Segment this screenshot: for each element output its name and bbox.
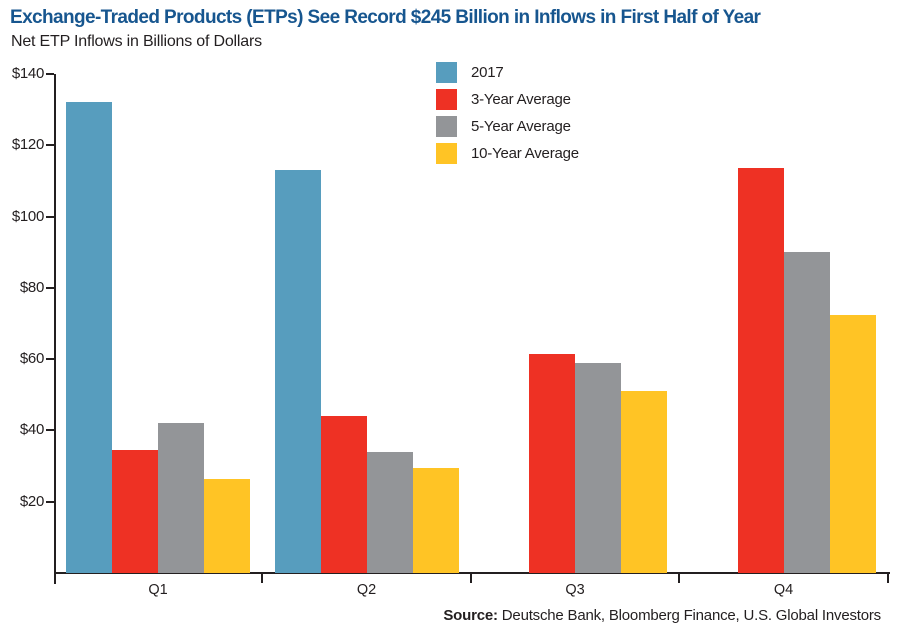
bar-q1-3-year-average — [112, 450, 158, 573]
bar-q4-3-year-average — [738, 168, 784, 573]
bar-q4-10-year-average — [830, 314, 876, 573]
y-axis-tick — [46, 144, 54, 147]
bar-q2-10-year-average — [413, 467, 459, 573]
bar-q3-5-year-average — [575, 362, 621, 573]
legend-item: 10-Year Average — [436, 143, 579, 164]
bar-q1-10-year-average — [204, 478, 250, 573]
chart-subtitle: Net ETP Inflows in Billions of Dollars — [11, 33, 262, 50]
bar-q1-2017 — [66, 102, 112, 573]
legend: 2017 3-Year Average 5-Year Average 10-Year … — [436, 62, 579, 170]
x-axis-tick — [678, 574, 680, 583]
legend-swatch-icon — [436, 62, 457, 83]
y-axis-line — [54, 73, 56, 584]
source-label: Source: — [443, 607, 498, 624]
y-axis-tick — [46, 215, 54, 218]
bar-q3-10-year-average — [621, 391, 667, 573]
y-tick-label: $60 — [19, 350, 44, 368]
y-axis-tick — [46, 358, 54, 361]
bar-q4-5-year-average — [784, 252, 830, 573]
chart-title: Exchange-Traded Products (ETPs) See Reco… — [10, 7, 761, 28]
bar-q2-5-year-average — [367, 451, 413, 573]
legend-item: 3-Year Average — [436, 89, 579, 110]
y-axis-tick — [46, 72, 54, 75]
y-tick-label: $140 — [11, 64, 44, 82]
y-axis-tick — [46, 286, 54, 289]
legend-label: 2017 — [471, 64, 504, 81]
y-tick-label: $20 — [19, 492, 44, 510]
x-axis-tick — [261, 574, 263, 583]
bar-q1-5-year-average — [158, 423, 204, 573]
legend-label: 3-Year Average — [471, 91, 571, 108]
legend-label: 10-Year Average — [471, 145, 579, 162]
bar-q2-2017 — [275, 170, 321, 573]
y-tick-label: $40 — [19, 421, 44, 439]
bar-q3-3-year-average — [529, 353, 575, 573]
legend-label: 5-Year Average — [471, 118, 571, 135]
legend-swatch-icon — [436, 116, 457, 137]
y-axis-tick — [46, 429, 54, 432]
y-tick-label: $80 — [19, 278, 44, 296]
x-category-label: Q2 — [356, 582, 377, 598]
legend-item: 5-Year Average — [436, 116, 579, 137]
x-category-label: Q4 — [773, 582, 794, 598]
bar-q2-3-year-average — [321, 416, 367, 573]
legend-item: 2017 — [436, 62, 579, 83]
source-text: Deutsche Bank, Bloomberg Finance, U.S. G… — [497, 607, 881, 624]
y-axis-tick — [46, 500, 54, 503]
source-line: Source: Deutsche Bank, Bloomberg Finance… — [443, 607, 881, 624]
x-category-label: Q3 — [565, 582, 585, 598]
legend-swatch-icon — [436, 89, 457, 110]
y-tick-label: $120 — [11, 136, 44, 154]
x-axis-line — [54, 572, 890, 574]
y-tick-label: $100 — [11, 207, 44, 225]
legend-swatch-icon — [436, 143, 457, 164]
x-category-label: Q1 — [148, 582, 168, 598]
x-axis-tick — [887, 574, 889, 583]
x-axis-tick — [469, 574, 472, 583]
